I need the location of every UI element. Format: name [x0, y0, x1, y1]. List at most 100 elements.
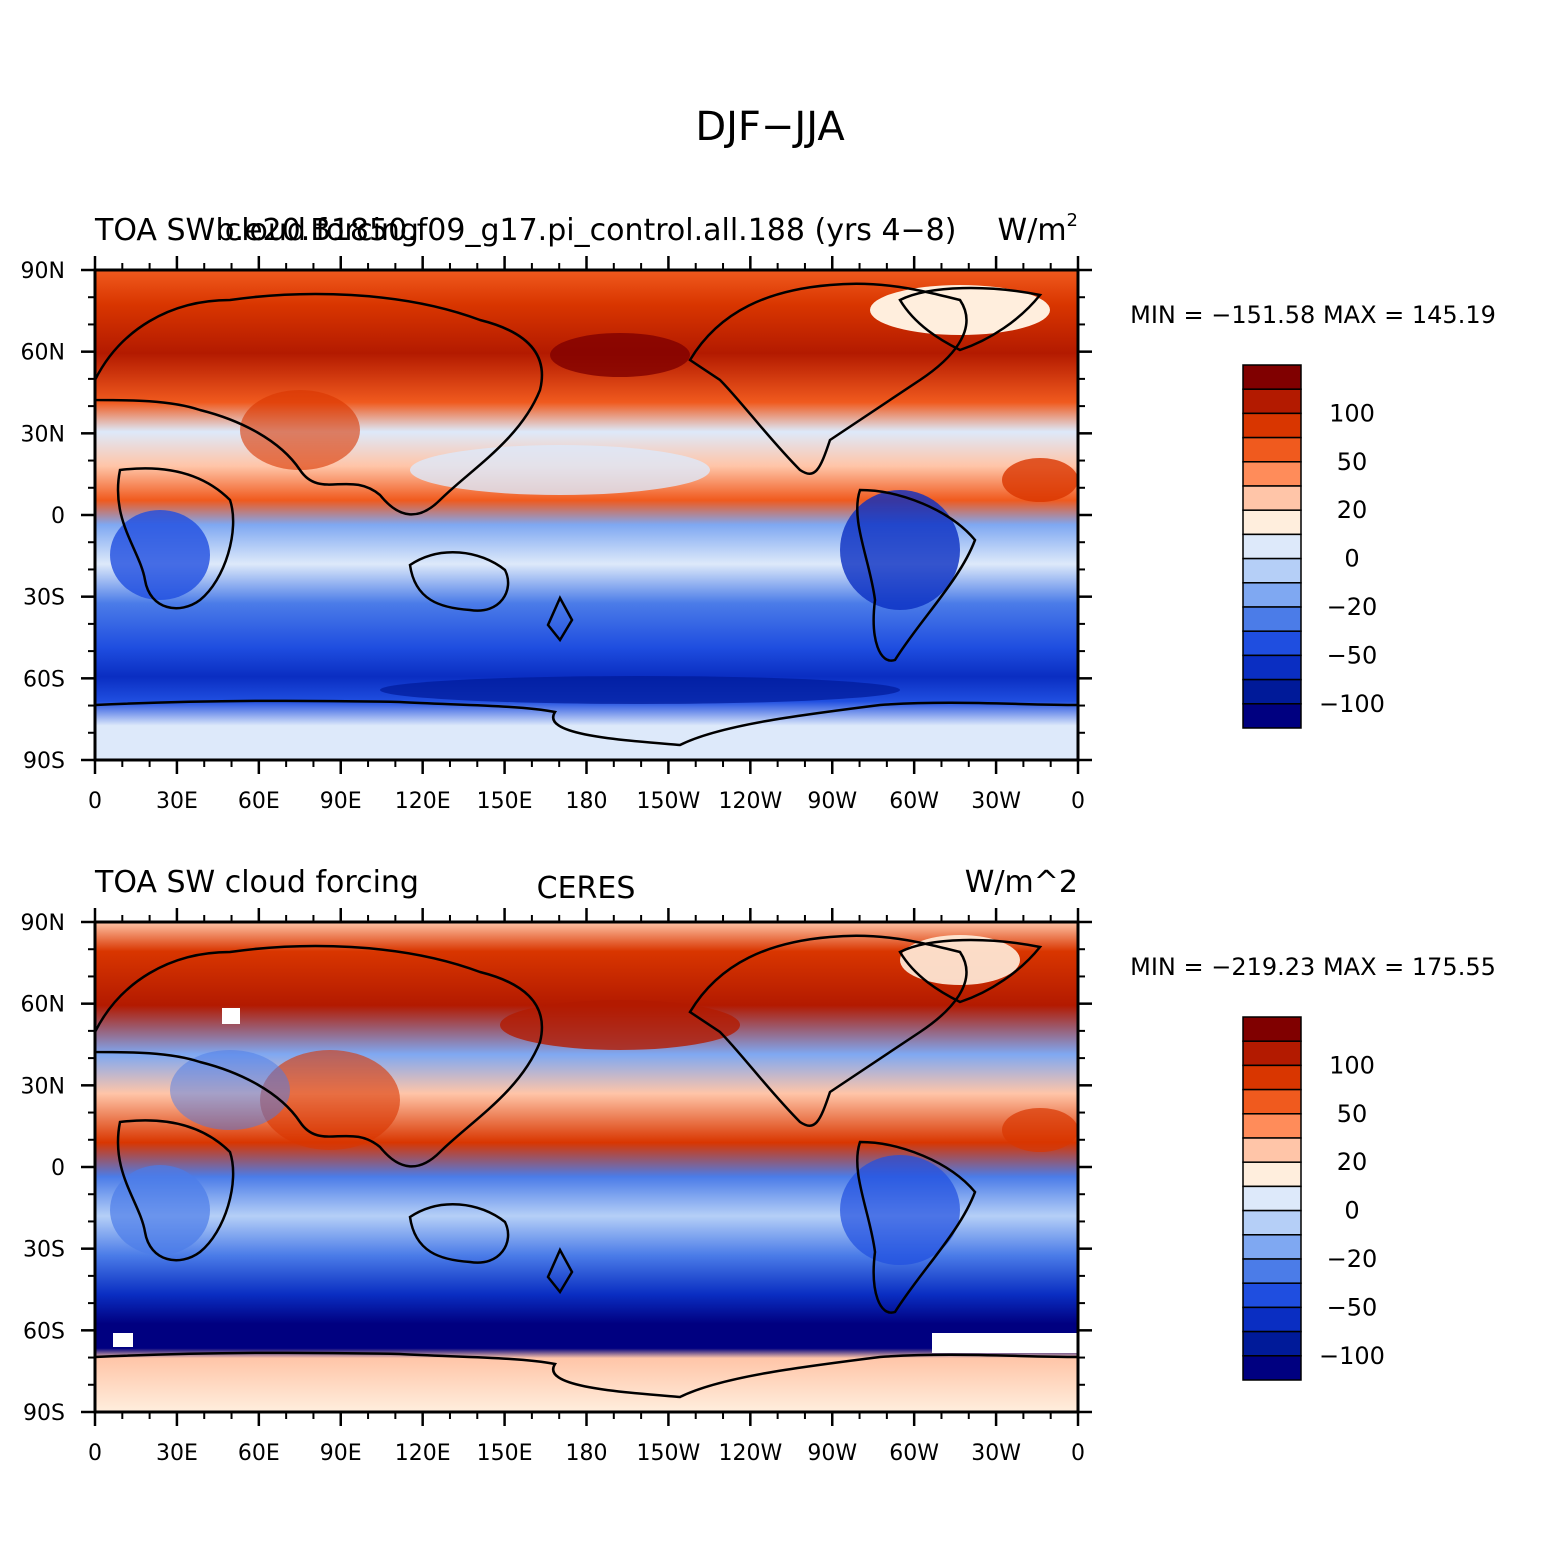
field-blob [500, 1000, 740, 1050]
colorbar-box [1242, 364, 1302, 390]
field-blob [870, 285, 1050, 335]
field-blob [410, 445, 710, 495]
panel-center-label: b.e20.B1850.f09_g17.pi_control.all.188 (… [216, 213, 957, 248]
lon-tick-label: 60W [889, 1441, 939, 1466]
missing-data [932, 1333, 1078, 1353]
colorbar-label: −50 [1327, 1293, 1378, 1321]
missing-data [113, 1333, 133, 1347]
map-plot-area [93, 920, 1080, 1414]
colorbar-label: 20 [1337, 1148, 1368, 1176]
colorbar-box [1242, 1040, 1302, 1067]
colorbar-label: 100 [1329, 399, 1375, 427]
lon-tick-label: 180 [566, 789, 608, 814]
panel-left-label: TOA SW cloud forcing [94, 213, 419, 248]
field-blob [170, 1050, 290, 1130]
minmax-readout: MIN = −151.58 MAX = 145.19 [1130, 301, 1496, 329]
lon-tick-label: 180 [566, 1441, 608, 1466]
units-text: W/m^2 [965, 865, 1078, 900]
colorbar-box [1242, 509, 1302, 536]
field-blob [840, 1155, 960, 1265]
longitude-axis: 0 30E 60E 90E 120E 150E 180 150W 120W 90W 60W 30W 0 [88, 908, 1085, 1466]
colorbar-box [1242, 1306, 1302, 1333]
colorbar-box [1242, 1330, 1302, 1357]
lon-tick-label: 120W [718, 1441, 782, 1466]
colorbar-label: 50 [1337, 1100, 1368, 1128]
colorbar-box [1242, 557, 1302, 584]
colorbar-label: −20 [1327, 593, 1378, 621]
colorbar-box [1242, 1234, 1302, 1260]
field-blob [1002, 458, 1078, 502]
colorbar-box [1242, 436, 1302, 463]
field-blob [380, 676, 900, 704]
lat-tick-label: 30S [23, 1238, 65, 1263]
lon-tick-label: 120E [395, 1441, 451, 1466]
panel-units-label: W/m^2 [965, 865, 1078, 900]
lon-tick-label: 30E [156, 1441, 198, 1466]
lat-tick-label: 60N [21, 993, 65, 1018]
lon-tick-label: 90W [807, 789, 857, 814]
lon-tick-label: 0 [1071, 789, 1085, 814]
lon-tick-label: 30E [156, 789, 198, 814]
colorbar-box [1242, 1355, 1302, 1381]
colorbar-box [1242, 1016, 1302, 1042]
colorbar-box [1242, 533, 1302, 560]
colorbar-box [1242, 606, 1302, 632]
panel-obs: TOA SW cloud forcing CERES W/m^2 [21, 865, 1496, 1466]
colorbar-box [1242, 1064, 1302, 1091]
lon-tick-label: 30W [971, 789, 1021, 814]
field-blob [260, 1050, 400, 1150]
lon-tick-label: 90W [807, 1441, 857, 1466]
colorbar-box [1242, 1258, 1302, 1284]
colorbar-box [1242, 654, 1302, 681]
colorbar-box [1242, 1209, 1302, 1236]
lat-tick-label: 60N [21, 341, 65, 366]
lon-tick-label: 60E [238, 789, 280, 814]
colorbar: 100 50 20 0 −20 −50 −100 [1242, 1016, 1385, 1381]
lat-tick-label: 60S [23, 1319, 65, 1344]
colorbar-box [1242, 388, 1302, 415]
panel-units-label: W/m2 [998, 210, 1078, 248]
lat-tick-label: 0 [51, 504, 65, 529]
lat-tick-label: 90S [23, 749, 65, 774]
field-blob [900, 935, 1020, 985]
lon-tick-label: 0 [88, 789, 102, 814]
panel-center-label: CERES [537, 871, 636, 906]
colorbar-box [1242, 630, 1302, 657]
colorbar-label: 50 [1337, 448, 1368, 476]
latitude-axis: 90N 60N 30N 0 30S 60S 90S [21, 911, 1092, 1426]
field-blob [1002, 1108, 1078, 1152]
missing-data [222, 1008, 240, 1024]
lat-tick-label: 90S [23, 1401, 65, 1426]
lon-tick-label: 60W [889, 789, 939, 814]
lon-tick-label: 150W [637, 1441, 701, 1466]
lon-tick-label: 150E [477, 789, 533, 814]
lat-tick-label: 30S [23, 586, 65, 611]
colorbar-box [1242, 1113, 1302, 1139]
lon-tick-label: 60E [238, 1441, 280, 1466]
lon-tick-label: 150E [477, 1441, 533, 1466]
figure-title: DJF−JJA [695, 104, 845, 150]
lat-tick-label: 30N [21, 422, 65, 447]
longitude-axis: 0 30E 60E 90E 120E 150E 180 150W 120W 90W 60W 30W 0 [88, 256, 1085, 814]
lat-tick-label: 0 [51, 1156, 65, 1181]
lon-tick-label: 150W [637, 789, 701, 814]
colorbar-box [1242, 412, 1302, 439]
lat-tick-label: 90N [21, 259, 65, 284]
colorbar-box [1242, 1185, 1302, 1212]
field-blob [840, 490, 960, 610]
colorbar-box [1242, 1137, 1302, 1163]
colorbar-box [1242, 461, 1302, 487]
lon-tick-label: 0 [88, 1441, 102, 1466]
colorbar-label: −50 [1327, 641, 1378, 669]
colorbar-label: −100 [1319, 1342, 1385, 1370]
map-plot-area [93, 268, 1080, 762]
colorbar-box [1242, 1161, 1302, 1188]
units-text: W/m [998, 213, 1067, 248]
lat-tick-label: 30N [21, 1074, 65, 1099]
field-blob [240, 390, 360, 470]
latitude-axis: 90N 60N 30N 0 30S 60S 90S [21, 259, 1092, 774]
lon-tick-label: 0 [1071, 1441, 1085, 1466]
colorbar-label: 0 [1344, 545, 1359, 573]
colorbar-label: −100 [1319, 690, 1385, 718]
